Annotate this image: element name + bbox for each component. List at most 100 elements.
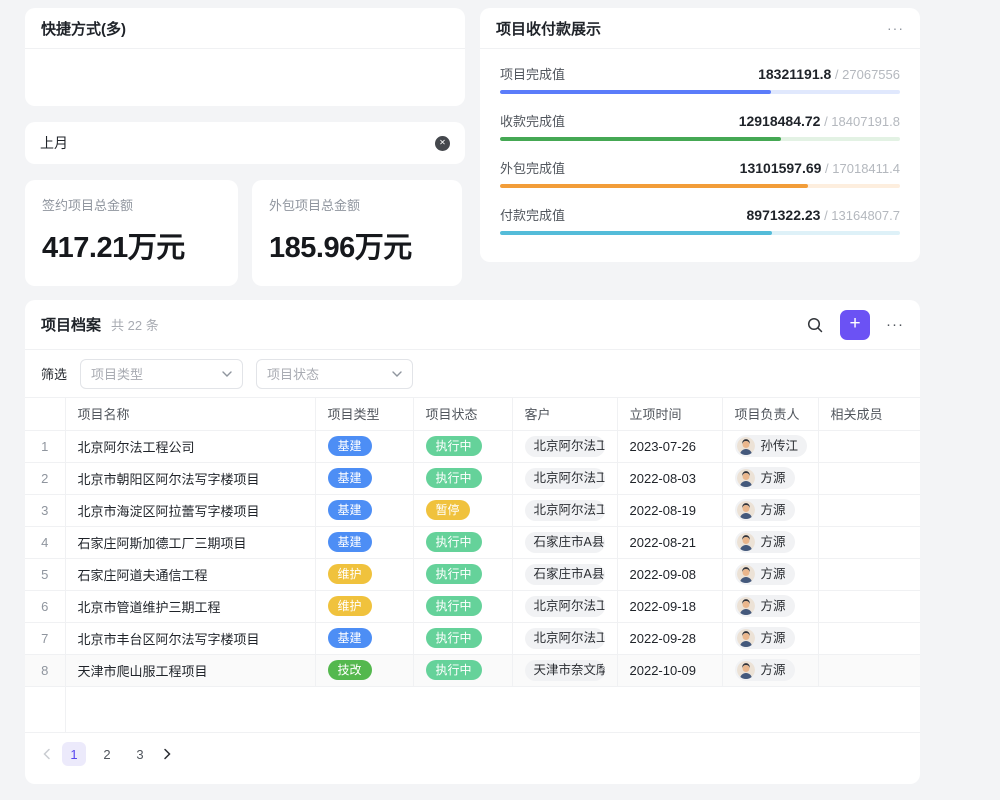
owner-name: 方源: [760, 630, 786, 645]
customer-pill: 北京阿尔法工程公司: [524, 499, 605, 521]
row-number: 5: [25, 558, 66, 591]
type-tag: 基建: [327, 499, 372, 521]
customer-cell: 北京阿尔法工程公司: [512, 590, 618, 623]
add-record-button[interactable]: +: [840, 309, 870, 340]
table-header-row: 项目名称 项目类型 项目状态 客户 立项时间 项目负责人 相关成员: [25, 398, 920, 431]
members-cell: [818, 494, 920, 527]
project-name-cell: 石家庄阿道夫通信工程: [65, 558, 316, 591]
progress-value: 12918484.72 / 18407191.8: [738, 113, 900, 129]
project-status-cell: 执行中: [413, 462, 513, 495]
row-number: 3: [25, 494, 66, 527]
progress-total: / 27067556: [831, 67, 900, 82]
prev-page-icon[interactable]: [41, 748, 53, 760]
customer-pill: 北京阿尔法工程公司: [524, 467, 605, 489]
project-type-cell: 技改: [315, 654, 414, 687]
date-filter-label: 上月: [40, 135, 68, 151]
payment-progress-card: 项目收付款展示 ··· 项目完成值 18321191.8 / 27067556 …: [480, 8, 920, 262]
page-button-3[interactable]: 3: [136, 746, 144, 762]
start-date-cell: 2022-08-19: [617, 494, 723, 527]
owner-pill: 孙传江: [734, 435, 808, 457]
customer-pill: 北京阿尔法工程公司: [524, 435, 605, 457]
progress-card-header: 项目收付款展示 ···: [480, 8, 920, 49]
date-filter-chip[interactable]: 上月 ✕: [25, 122, 465, 164]
next-page-icon[interactable]: [161, 748, 173, 760]
stat-card-signed-amount: 签约项目总金额 417.21万元: [25, 180, 238, 286]
clear-filter-icon[interactable]: ✕: [435, 135, 450, 151]
progress-fill: [500, 231, 773, 235]
search-icon[interactable]: [806, 316, 824, 334]
row-number: 8: [25, 654, 66, 687]
progress-row: 付款完成值 8971322.23 / 13164807.7: [500, 205, 900, 235]
owner-cell: 方源: [722, 654, 819, 687]
project-name-cell: 石家庄阿斯加德工厂三期项目: [65, 526, 316, 559]
customer-cell: 北京阿尔法工程公司: [512, 462, 618, 495]
empty-table-strip: [25, 686, 920, 733]
project-type-cell: 基建: [315, 462, 414, 495]
ellipsis-icon[interactable]: ···: [887, 20, 904, 36]
project-type-dropdown[interactable]: 项目类型: [80, 358, 244, 389]
row-number-header: [25, 398, 66, 431]
table-row[interactable]: 5 石家庄阿道夫通信工程 维护 执行中 石家庄市A县城投 2022-09-08 …: [25, 558, 920, 591]
members-cell: [818, 462, 920, 495]
avatar: [736, 661, 755, 679]
page-button-2[interactable]: 2: [103, 746, 111, 762]
progress-fill: [500, 90, 771, 94]
more-options-icon[interactable]: ···: [886, 316, 904, 333]
table-row[interactable]: 8 天津市爬山服工程项目 技改 执行中 天津市奈文摩尔 2022-10-09 方…: [25, 654, 920, 687]
table-row[interactable]: 7 北京市丰台区阿尔法写字楼项目 基建 执行中 北京阿尔法工程公司 2022-0…: [25, 622, 920, 655]
progress-label: 付款完成值: [500, 208, 566, 223]
progress-fill: [500, 137, 781, 141]
row-number: 6: [25, 590, 66, 623]
project-name-cell: 北京市朝阳区阿尔法写字楼项目: [65, 462, 316, 495]
start-date-cell: 2022-10-09: [617, 654, 723, 687]
start-date-cell: 2022-09-08: [617, 558, 723, 591]
progress-label: 外包完成值: [500, 161, 566, 176]
progress-track: [500, 137, 900, 141]
project-status-cell: 执行中: [413, 590, 513, 623]
stat-value: 185.96万元: [269, 232, 412, 264]
progress-label: 项目完成值: [500, 67, 566, 82]
col-header: 项目负责人: [722, 398, 819, 431]
status-tag: 执行中: [425, 595, 482, 617]
customer-cell: 北京阿尔法工程公司: [512, 430, 618, 463]
table-row[interactable]: 2 北京市朝阳区阿尔法写字楼项目 基建 执行中 北京阿尔法工程公司 2022-0…: [25, 462, 920, 495]
row-number: 1: [25, 430, 66, 463]
col-header: 立项时间: [617, 398, 723, 431]
project-name-cell: 北京市海淀区阿拉蕾写字楼项目: [65, 494, 316, 527]
status-tag: 暂停: [425, 499, 470, 521]
row-number: 2: [25, 462, 66, 495]
col-header: 客户: [512, 398, 618, 431]
owner-pill: 方源: [734, 467, 795, 489]
progress-value: 18321191.8 / 27067556: [758, 66, 900, 82]
col-header: 相关成员: [818, 398, 920, 431]
table-row[interactable]: 3 北京市海淀区阿拉蕾写字楼项目 基建 暂停 北京阿尔法工程公司 2022-08…: [25, 494, 920, 527]
customer-cell: 北京阿尔法工程公司: [512, 494, 618, 527]
project-name-cell: 天津市爬山服工程项目: [65, 654, 316, 687]
shortcut-card: 快捷方式(多): [25, 8, 465, 106]
page-button-1[interactable]: 1: [62, 742, 86, 766]
customer-pill: 北京阿尔法工程公司: [524, 627, 605, 649]
project-name-cell: 北京市丰台区阿尔法写字楼项目: [65, 622, 316, 655]
start-date-cell: 2022-08-03: [617, 462, 723, 495]
table-row[interactable]: 6 北京市管道维护三期工程 维护 执行中 北京阿尔法工程公司 2022-09-1…: [25, 590, 920, 623]
project-status-dropdown[interactable]: 项目状态: [256, 358, 414, 389]
table-row[interactable]: 4 石家庄阿斯加德工厂三期项目 基建 执行中 石家庄市A县城投 2022-08-…: [25, 526, 920, 559]
table-card-header: 项目档案 共 22 条 + ···: [25, 300, 920, 350]
avatar: [736, 501, 755, 519]
owner-pill: 方源: [734, 563, 795, 585]
pagination: 1 2 3: [25, 733, 920, 776]
filter-label: 筛选: [41, 367, 68, 382]
progress-track: [500, 231, 900, 235]
project-name-cell: 北京市管道维护三期工程: [65, 590, 316, 623]
status-tag: 执行中: [425, 563, 482, 585]
progress-card-title: 项目收付款展示: [496, 20, 602, 38]
table-row[interactable]: 1 北京阿尔法工程公司 基建 执行中 北京阿尔法工程公司 2023-07-26 …: [25, 430, 920, 463]
col-header: 项目名称: [65, 398, 316, 431]
owner-name: 方源: [760, 534, 786, 549]
owner-pill: 方源: [734, 531, 795, 553]
project-status-cell: 执行中: [413, 654, 513, 687]
project-status-cell: 执行中: [413, 430, 513, 463]
filter-row: 筛选 项目类型 项目状态: [25, 350, 920, 398]
type-tag: 基建: [327, 531, 372, 553]
type-tag: 基建: [327, 467, 372, 489]
